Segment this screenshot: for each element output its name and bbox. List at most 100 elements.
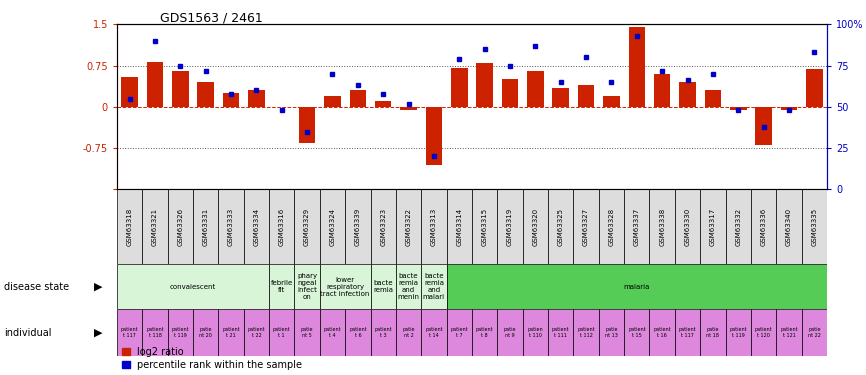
Bar bbox=[573, 189, 598, 264]
Text: patient
t 7: patient t 7 bbox=[450, 327, 469, 338]
Bar bbox=[573, 309, 598, 356]
Bar bbox=[624, 189, 650, 264]
Text: GSM63332: GSM63332 bbox=[735, 208, 741, 246]
Text: GSM63321: GSM63321 bbox=[152, 208, 158, 246]
Text: patient
t 14: patient t 14 bbox=[425, 327, 443, 338]
Bar bbox=[396, 264, 421, 309]
Text: malaria: malaria bbox=[624, 284, 650, 290]
Bar bbox=[346, 309, 371, 356]
Bar bbox=[598, 189, 624, 264]
Text: patient
t 6: patient t 6 bbox=[349, 327, 366, 338]
Text: patient
t 118: patient t 118 bbox=[146, 327, 164, 338]
Text: patient
t 111: patient t 111 bbox=[552, 327, 570, 338]
Bar bbox=[421, 264, 447, 309]
Text: patie
nt 22: patie nt 22 bbox=[808, 327, 821, 338]
Text: disease state: disease state bbox=[4, 282, 69, 292]
Bar bbox=[553, 88, 569, 107]
Text: ▶: ▶ bbox=[94, 282, 102, 292]
Text: GSM63314: GSM63314 bbox=[456, 208, 462, 246]
Bar bbox=[447, 189, 472, 264]
Bar bbox=[497, 309, 523, 356]
Text: patient
t 21: patient t 21 bbox=[223, 327, 240, 338]
Text: GSM63340: GSM63340 bbox=[786, 208, 792, 246]
Bar bbox=[679, 82, 695, 107]
Text: patient
t 8: patient t 8 bbox=[475, 327, 494, 338]
Bar bbox=[497, 189, 523, 264]
Text: patie
nt 13: patie nt 13 bbox=[605, 327, 618, 338]
Text: GDS1563 / 2461: GDS1563 / 2461 bbox=[160, 11, 263, 24]
Bar bbox=[371, 264, 396, 309]
Bar bbox=[578, 85, 594, 107]
Text: GSM63323: GSM63323 bbox=[380, 208, 386, 246]
Bar bbox=[396, 189, 421, 264]
Bar bbox=[249, 90, 265, 107]
Bar bbox=[197, 82, 214, 107]
Bar bbox=[371, 309, 396, 356]
Bar bbox=[705, 90, 721, 107]
Bar bbox=[426, 107, 443, 165]
Text: individual: individual bbox=[4, 328, 52, 338]
Text: GSM63339: GSM63339 bbox=[355, 208, 361, 246]
Bar bbox=[806, 69, 823, 107]
Bar bbox=[146, 62, 163, 107]
Bar bbox=[501, 80, 518, 107]
Bar bbox=[269, 309, 294, 356]
Bar bbox=[726, 189, 751, 264]
Bar bbox=[604, 96, 620, 107]
Bar bbox=[675, 189, 701, 264]
Text: GSM63318: GSM63318 bbox=[126, 208, 132, 246]
Text: patien
t 110: patien t 110 bbox=[527, 327, 543, 338]
Text: GSM63317: GSM63317 bbox=[710, 208, 716, 246]
Bar bbox=[654, 74, 670, 107]
Text: phary
ngeal
infect
on: phary ngeal infect on bbox=[297, 273, 317, 300]
Text: GSM63315: GSM63315 bbox=[481, 208, 488, 246]
Text: GSM63337: GSM63337 bbox=[634, 208, 640, 246]
Text: febrile
fit: febrile fit bbox=[271, 280, 293, 293]
Bar bbox=[523, 189, 548, 264]
Bar bbox=[726, 309, 751, 356]
Text: patient
t 3: patient t 3 bbox=[374, 327, 392, 338]
Bar bbox=[781, 107, 798, 109]
Bar bbox=[218, 189, 243, 264]
Bar bbox=[168, 189, 193, 264]
Text: patient
t 15: patient t 15 bbox=[628, 327, 646, 338]
Bar bbox=[320, 264, 371, 309]
Bar bbox=[269, 189, 294, 264]
Bar bbox=[802, 309, 827, 356]
Bar bbox=[701, 189, 726, 264]
Text: patient
t 1: patient t 1 bbox=[273, 327, 291, 338]
Bar bbox=[776, 189, 802, 264]
Text: patient
t 119: patient t 119 bbox=[729, 327, 747, 338]
Text: patient
t 121: patient t 121 bbox=[780, 327, 798, 338]
Text: convalescent: convalescent bbox=[170, 284, 216, 290]
Bar bbox=[294, 264, 320, 309]
Bar bbox=[548, 309, 573, 356]
Bar bbox=[218, 309, 243, 356]
Bar bbox=[751, 189, 776, 264]
Bar bbox=[447, 264, 827, 309]
Bar bbox=[375, 101, 391, 107]
Bar bbox=[121, 76, 138, 107]
Text: GSM63313: GSM63313 bbox=[431, 208, 437, 246]
Text: GSM63322: GSM63322 bbox=[405, 208, 411, 246]
Text: patie
nt 20: patie nt 20 bbox=[199, 327, 212, 338]
Text: GSM63327: GSM63327 bbox=[583, 208, 589, 246]
Bar bbox=[294, 189, 320, 264]
Text: GSM63320: GSM63320 bbox=[533, 208, 539, 246]
Text: patie
nt 2: patie nt 2 bbox=[403, 327, 415, 338]
Bar bbox=[755, 107, 772, 146]
Bar bbox=[223, 93, 239, 107]
Text: bacte
remia
and
malari: bacte remia and malari bbox=[423, 273, 445, 300]
Bar bbox=[451, 68, 468, 107]
Bar bbox=[371, 189, 396, 264]
Bar bbox=[346, 189, 371, 264]
Bar bbox=[650, 189, 675, 264]
Bar bbox=[243, 309, 269, 356]
Bar bbox=[117, 309, 142, 356]
Bar bbox=[472, 189, 497, 264]
Legend: log2 ratio, percentile rank within the sample: log2 ratio, percentile rank within the s… bbox=[122, 347, 302, 370]
Text: patient
t 112: patient t 112 bbox=[578, 327, 595, 338]
Text: GSM63338: GSM63338 bbox=[659, 208, 665, 246]
Bar bbox=[675, 309, 701, 356]
Text: patie
nt 18: patie nt 18 bbox=[707, 327, 720, 338]
